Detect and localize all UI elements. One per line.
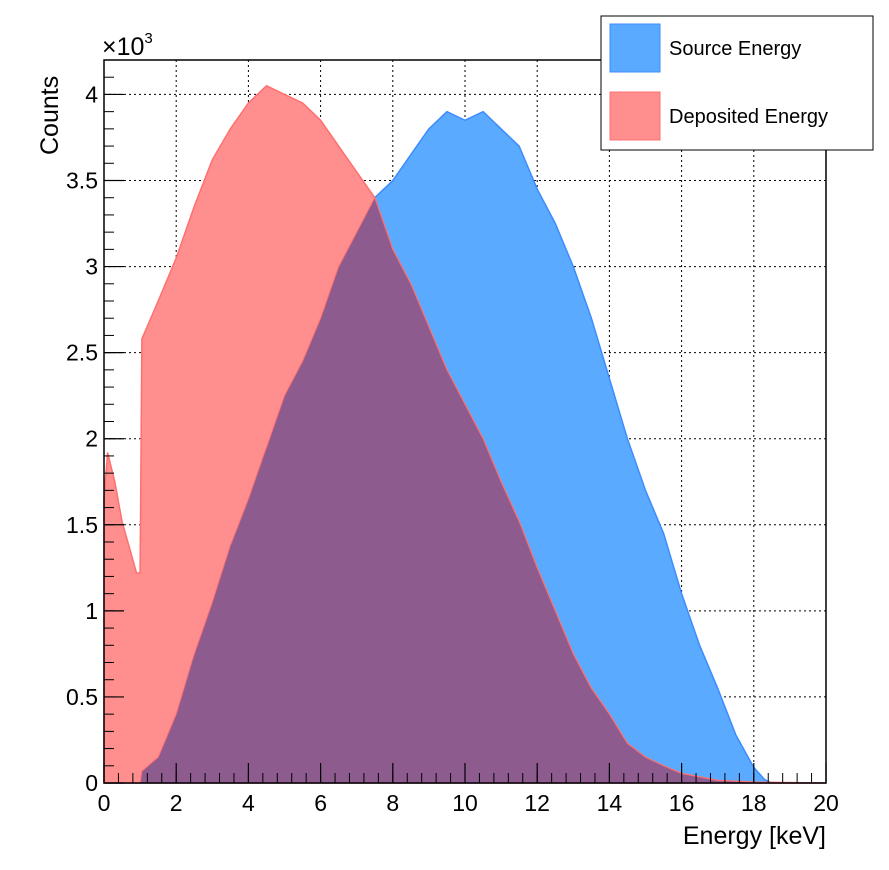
y-tick-label: 4 (85, 81, 98, 107)
x-tick-label: 20 (813, 790, 839, 816)
x-tick-label: 10 (452, 790, 478, 816)
y-axis: 0 0.5 1 1.5 2 2.5 3 3.5 4 (66, 59, 124, 796)
legend-swatch-source (609, 23, 661, 73)
x-tick-label: 2 (170, 790, 183, 816)
x-tick-label: 16 (669, 790, 695, 816)
y-tick-label: 1 (85, 598, 98, 624)
x-axis-title: Energy [keV] (683, 822, 826, 850)
overlap-area (104, 196, 826, 784)
y-tick-label: 3 (85, 254, 98, 280)
y-tick-label: 3.5 (66, 168, 98, 194)
y-tick-label: 0.5 (66, 684, 98, 710)
x-tick-label: 12 (524, 790, 550, 816)
legend-label-deposited: Deposited Energy (669, 106, 828, 128)
y-multiplier: ×103 (102, 30, 153, 61)
x-tick-label: 0 (98, 790, 111, 816)
y-tick-label: 2 (85, 426, 98, 452)
y-tick-label: 2.5 (66, 340, 98, 366)
x-tick-label: 18 (741, 790, 767, 816)
x-axis: 0 2 4 6 8 10 12 14 16 18 20 (98, 763, 839, 816)
y-tick-label: 0 (85, 770, 98, 796)
x-tick-label: 6 (314, 790, 327, 816)
y-tick-label: 1.5 (66, 512, 98, 538)
x-tick-label: 8 (386, 790, 399, 816)
legend-label-source: Source Energy (669, 38, 801, 60)
legend: Source Energy Deposited Energy (600, 15, 874, 151)
y-multiplier-exponent: 3 (144, 30, 152, 47)
x-tick-label: 14 (597, 790, 623, 816)
legend-swatch-deposited (609, 91, 661, 141)
y-axis-title: Counts (36, 76, 64, 155)
x-tick-label: 4 (242, 790, 255, 816)
